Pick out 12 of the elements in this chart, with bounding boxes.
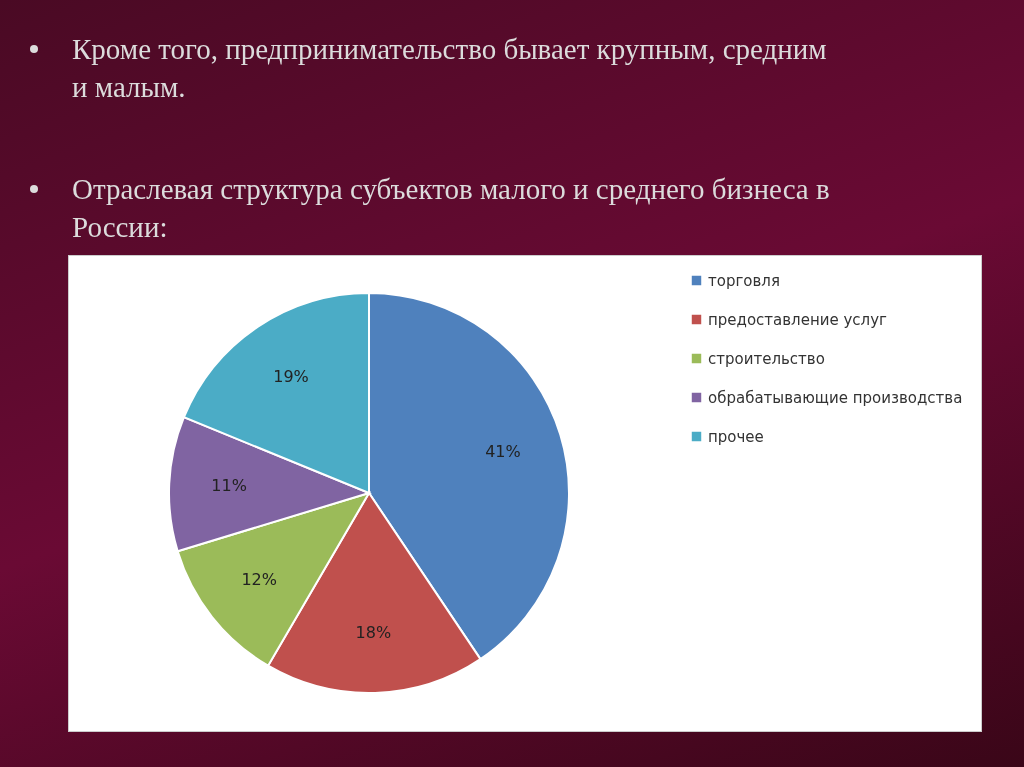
data-label: 12% xyxy=(241,569,277,589)
text: Кроме того, предпринимательство бывает крупным, средним и малым. xyxy=(72,32,828,106)
data-label: 41% xyxy=(485,442,521,462)
chart-title: Отраслевая структура субъектов малого и среднего бизнеса в России: xyxy=(72,172,831,246)
data-label: 18% xyxy=(355,622,392,642)
data-label: 19% xyxy=(273,366,309,386)
legend-label: прочее xyxy=(708,427,764,446)
legend-label: строительство xyxy=(708,349,825,368)
legend-label: предоставление услуг xyxy=(708,310,888,329)
legend-label: торговля xyxy=(708,271,780,290)
legend-label: обрабатывающие производства xyxy=(708,388,963,407)
data-label: 11% xyxy=(211,476,247,496)
